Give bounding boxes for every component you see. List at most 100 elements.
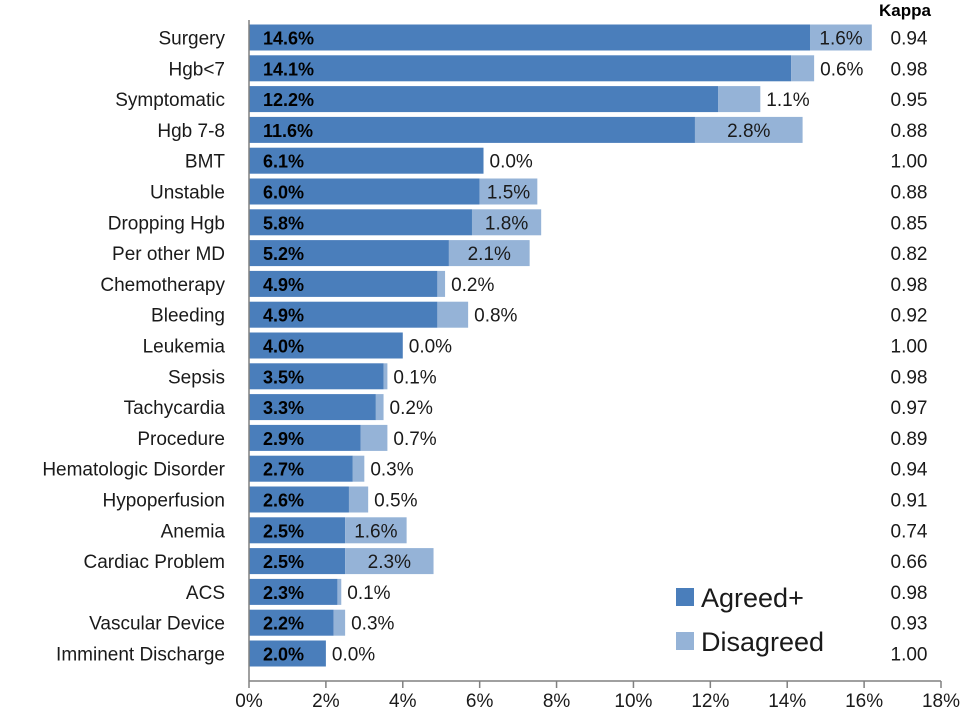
kappa-value: 0.93: [891, 614, 928, 635]
agreed-value-label: 3.3%: [263, 398, 304, 418]
bar-agreed: [249, 455, 353, 482]
kappa-value: 0.92: [891, 306, 928, 327]
disagreed-value-label: 0.1%: [347, 583, 390, 604]
bar-agreed: [249, 147, 484, 174]
category-label: Hematologic Disorder: [42, 460, 225, 481]
kappa-value: 0.98: [891, 583, 928, 604]
kappa-value: 0.85: [891, 213, 928, 234]
bar-agreed: [249, 209, 472, 236]
bar-disagreed: [791, 55, 815, 82]
disagreed-value-label: 0.2%: [451, 275, 494, 296]
kappa-value: 0.66: [891, 552, 928, 573]
agreed-value-label: 11.6%: [263, 121, 313, 141]
category-label: Bleeding: [151, 306, 225, 327]
kappa-value: 1.00: [891, 337, 928, 358]
bar-agreed: [249, 640, 326, 667]
bar-disagreed: [348, 486, 369, 513]
agreed-value-label: 2.3%: [263, 583, 304, 603]
agreed-value-label: 2.7%: [263, 460, 304, 480]
disagreed-value-label: 0.8%: [474, 306, 517, 327]
x-tick-label: 6%: [466, 691, 494, 711]
x-tick-label: 2%: [312, 691, 340, 711]
bar-agreed: [249, 24, 811, 51]
category-label: Cardiac Problem: [84, 552, 226, 573]
bar-agreed: [249, 178, 480, 205]
x-tick-label: 0%: [235, 691, 263, 711]
kappa-value: 0.95: [891, 90, 928, 111]
kappa-value: 0.88: [891, 121, 928, 142]
bar-agreed: [249, 86, 719, 113]
disagreed-value-label: 1.6%: [819, 29, 862, 50]
agreed-value-label: 2.5%: [263, 552, 304, 572]
x-tick-label: 16%: [845, 691, 883, 711]
agreed-value-label: 2.5%: [263, 521, 304, 541]
bar-agreed: [249, 609, 334, 636]
disagreed-value-label: 2.3%: [368, 552, 411, 573]
kappa-value: 0.91: [891, 491, 928, 512]
bar-disagreed: [448, 240, 530, 267]
category-label: BMT: [185, 152, 226, 173]
kappa-value: 0.98: [891, 59, 928, 80]
category-label: Tachycardia: [124, 398, 226, 419]
agreed-value-label: 6.1%: [263, 152, 304, 172]
bar-disagreed: [718, 86, 761, 113]
disagreed-value-label: 1.8%: [485, 213, 528, 234]
legend-label: Agreed+: [701, 583, 804, 613]
bar-disagreed: [479, 178, 538, 205]
agreed-value-label: 4.0%: [263, 337, 304, 357]
disagreed-value-label: 0.1%: [393, 367, 436, 388]
agreed-value-label: 14.6%: [263, 29, 314, 49]
kappa-value: 0.94: [891, 29, 928, 50]
bar-disagreed: [383, 363, 388, 390]
category-label: Symptomatic: [115, 90, 225, 111]
bar-disagreed: [360, 424, 388, 451]
disagreed-value-label: 2.1%: [468, 244, 511, 265]
x-tick-label: 8%: [543, 691, 571, 711]
bar-disagreed: [437, 270, 446, 297]
agreed-value-label: 2.6%: [263, 491, 304, 511]
category-label: Sepsis: [168, 367, 225, 388]
kappa-header: Kappa: [879, 1, 932, 20]
category-label: Hypoperfusion: [102, 491, 225, 512]
disagreed-value-label: 0.0%: [490, 152, 533, 173]
legend-swatch: [676, 632, 694, 650]
category-label: Chemotherapy: [100, 275, 225, 296]
agreed-value-label: 2.9%: [263, 429, 304, 449]
kappa-value: 0.74: [891, 521, 928, 542]
disagreed-value-label: 0.7%: [393, 429, 436, 450]
category-label: Vascular Device: [89, 614, 225, 635]
disagreed-value-label: 1.1%: [766, 90, 809, 111]
disagreed-value-label: 0.0%: [409, 337, 452, 358]
bar-agreed: [249, 394, 376, 421]
bar-agreed: [249, 517, 346, 544]
category-label: Surgery: [158, 29, 225, 50]
legend-swatch: [676, 588, 694, 606]
agreed-value-label: 14.1%: [263, 59, 314, 79]
bar-agreed: [249, 548, 346, 575]
bar-agreed: [249, 578, 338, 605]
bar-disagreed: [694, 116, 803, 143]
bar-agreed: [249, 240, 449, 267]
x-tick-label: 18%: [922, 691, 960, 711]
bar-agreed: [249, 301, 438, 328]
x-tick-label: 12%: [691, 691, 729, 711]
kappa-value: 1.00: [891, 645, 928, 666]
category-label: Per other MD: [112, 244, 225, 265]
bar-agreed: [249, 363, 384, 390]
kappa-value: 0.94: [891, 460, 928, 481]
kappa-value: 0.98: [891, 275, 928, 296]
disagreed-value-label: 0.5%: [374, 491, 417, 512]
legend-label: Disagreed: [701, 627, 824, 657]
category-label: ACS: [186, 583, 225, 604]
disagreed-value-label: 2.8%: [727, 121, 770, 142]
agreed-value-label: 4.9%: [263, 275, 304, 295]
disagreed-value-label: 0.6%: [820, 59, 863, 80]
bar-disagreed: [352, 455, 365, 482]
agreed-value-label: 5.8%: [263, 213, 304, 233]
bar-agreed: [249, 424, 361, 451]
category-label: Procedure: [137, 429, 225, 450]
bar-disagreed: [471, 209, 542, 236]
bar-agreed: [249, 55, 792, 82]
